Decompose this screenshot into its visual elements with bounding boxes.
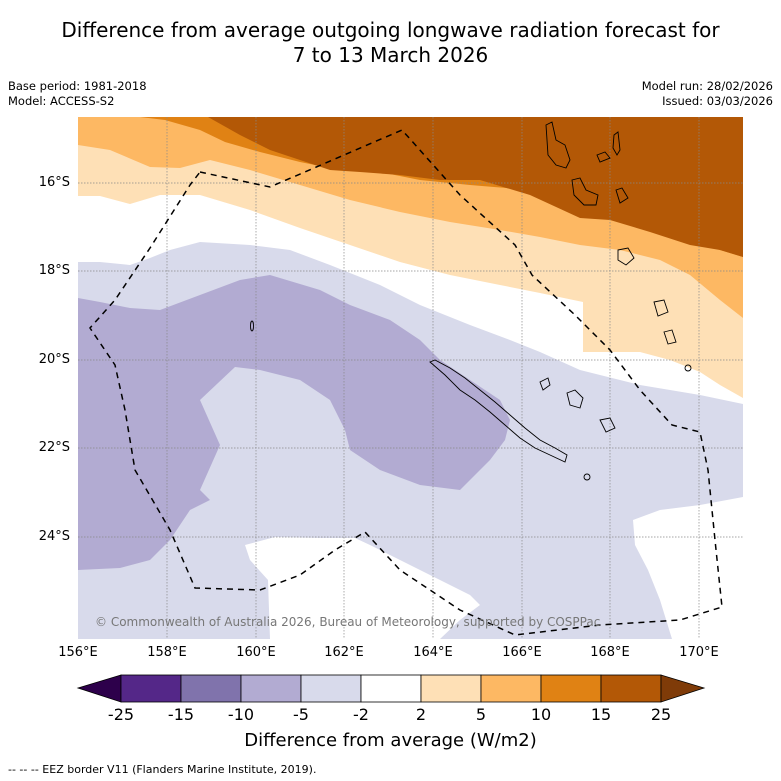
model-name: Model: ACCESS-S2	[8, 94, 115, 108]
colorbar-segment-n5-n2	[300, 674, 362, 703]
colorbar-tick: 25	[650, 705, 672, 724]
colorbar-tick: -2	[353, 705, 369, 724]
colorbar-tick: -15	[167, 705, 195, 724]
copyright-text: © Commonwealth of Australia 2026, Bureau…	[95, 615, 600, 629]
eez-border	[89, 129, 723, 636]
colorbar-tick: -5	[293, 705, 309, 724]
band-neutral-east	[633, 497, 743, 639]
colorbar-segment-p2-p5	[420, 674, 482, 703]
band-minus10-minus5-west	[78, 275, 510, 570]
lon-label: 156°E	[58, 645, 98, 660]
meta-right: Model run: 28/02/2026 Issued: 03/03/2026	[642, 79, 773, 109]
lat-label: 24°S	[38, 529, 70, 544]
chesterfield-islet	[250, 320, 254, 332]
lat-label: 20°S	[38, 352, 70, 367]
colorbar-tick: 10	[530, 705, 552, 724]
lon-label: 164°E	[413, 645, 453, 660]
coastlines	[250, 121, 692, 481]
lat-label: 22°S	[38, 440, 70, 455]
colorbar-under-arrow	[76, 674, 122, 703]
loyalty-island-1	[539, 377, 551, 391]
vanuatu-espiritu-santo	[545, 121, 571, 169]
colorbar-label: Difference from average (W/m2)	[244, 730, 537, 751]
title-line-1: Difference from average outgoing longwav…	[61, 18, 720, 42]
band-plus15-plus25	[208, 117, 743, 257]
lon-label: 160°E	[236, 645, 276, 660]
lon-label: 158°E	[147, 645, 187, 660]
chart-title: Difference from average outgoing longwav…	[0, 18, 781, 68]
vanuatu-island-3	[596, 151, 611, 163]
lon-label: 168°E	[590, 645, 630, 660]
colorbar	[76, 674, 706, 703]
colorbar-segment-p5-p10	[480, 674, 542, 703]
new-caledonia-coast	[429, 359, 568, 463]
map-area: © Commonwealth of Australia 2026, Bureau…	[78, 117, 743, 639]
lon-label: 166°E	[502, 645, 542, 660]
graticule	[78, 117, 743, 639]
band-neutral-south	[245, 537, 480, 639]
vanuatu-aneityum	[663, 329, 677, 345]
colorbar-tick: -25	[107, 705, 135, 724]
vanuatu-island-northeast	[612, 131, 621, 156]
loyalty-island-3	[599, 417, 616, 433]
model-run: Model run: 28/02/2026	[641, 79, 773, 93]
loyalty-island-2	[566, 389, 584, 409]
vanuatu-malekula	[571, 177, 599, 206]
colorbar-segment-n15-n10	[180, 674, 242, 703]
colorbar-tick: 2	[415, 705, 427, 724]
colorbar-tick: -10	[227, 705, 255, 724]
meta-left: Base period: 1981-2018 Model: ACCESS-S2	[8, 79, 147, 109]
title-line-2: 7 to 13 March 2026	[292, 43, 489, 67]
vanuatu-erromango	[617, 247, 635, 266]
isle-of-pines	[583, 473, 591, 481]
issued-date: Issued: 03/03/2026	[662, 94, 773, 108]
lat-label: 16°S	[38, 175, 70, 190]
colorbar-tick: 15	[590, 705, 612, 724]
colorbar-over-arrow	[660, 674, 706, 703]
eez-legend: -- -- -- EEZ border V11 (Flanders Marine…	[8, 763, 317, 776]
colorbar-tick: 5	[475, 705, 487, 724]
vanuatu-efate	[615, 187, 629, 204]
colorbar-segment-n25-n15	[120, 674, 182, 703]
matthew-island	[684, 364, 692, 372]
lon-label: 162°E	[324, 645, 364, 660]
vanuatu-tanna	[653, 299, 669, 317]
lat-label: 18°S	[38, 263, 70, 278]
base-period: Base period: 1981-2018	[8, 79, 147, 93]
colorbar-segment-p15-p25	[600, 674, 662, 703]
lon-label: 170°E	[679, 645, 719, 660]
colorbar-segment-p10-p15	[540, 674, 602, 703]
colorbar-segment-n10-n5	[240, 674, 302, 703]
colorbar-segment-n2-p2	[360, 674, 422, 703]
